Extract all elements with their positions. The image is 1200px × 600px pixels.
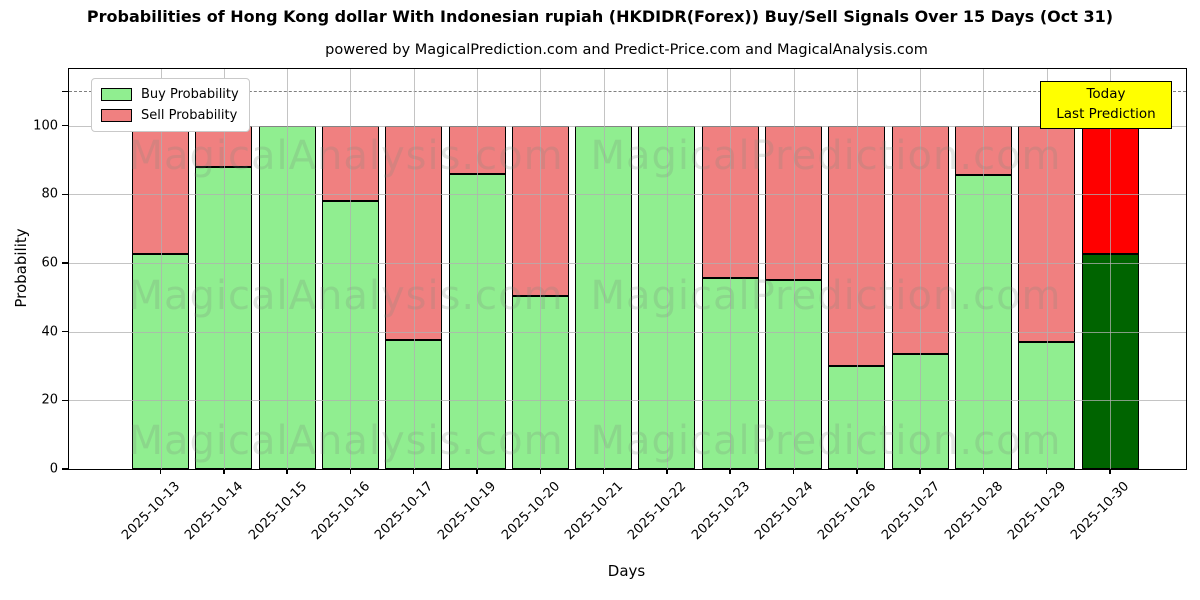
y-axis-tick — [62, 90, 69, 93]
x-axis-tick — [159, 469, 162, 474]
annotation-line-2: Last Prediction — [1056, 106, 1156, 123]
gridline-vertical — [287, 69, 289, 469]
y-tick-label: 80 — [41, 186, 58, 202]
gridline-vertical — [413, 69, 415, 469]
gridline-vertical — [160, 69, 162, 469]
x-tick-label: 2025-10-28 — [941, 479, 1007, 544]
x-axis-tick — [539, 469, 542, 474]
today-annotation: Today Last Prediction — [1040, 81, 1172, 129]
x-axis-tick — [286, 469, 288, 474]
y-axis-tick — [62, 330, 69, 333]
x-tick-label: 2025-10-30 — [1068, 479, 1133, 544]
y-axis-tick — [62, 468, 69, 470]
y-axis-tick — [62, 124, 69, 127]
x-tick-label: 2025-10-22 — [625, 479, 690, 544]
gridline-vertical — [1046, 69, 1048, 469]
buy-swatch-icon — [101, 88, 132, 101]
y-axis-tick — [62, 262, 69, 264]
legend-label-sell: Sell Probability — [141, 108, 238, 123]
gridline-vertical — [983, 69, 985, 469]
x-axis-label: Days — [607, 562, 646, 580]
x-tick-label: 2025-10-13 — [119, 479, 184, 544]
legend-item-sell: Sell Probability — [101, 105, 239, 126]
gridline-horizontal — [69, 400, 1186, 402]
legend-label-buy: Buy Probability — [141, 87, 239, 102]
sell-swatch-icon — [101, 109, 132, 122]
x-axis-tick — [476, 469, 478, 474]
x-axis-tick — [856, 469, 858, 474]
x-axis-tick — [982, 469, 985, 474]
x-tick-label: 2025-10-19 — [435, 479, 500, 544]
chart-title: Probabilities of Hong Kong dollar With I… — [86, 7, 1114, 26]
x-tick-label: 2025-10-14 — [182, 479, 247, 544]
gridline-vertical — [540, 69, 542, 469]
gridline-vertical — [477, 69, 478, 469]
gridline-horizontal — [69, 331, 1186, 333]
y-tick-label: 0 — [49, 461, 58, 477]
y-tick-label: 20 — [41, 392, 58, 408]
y-axis-tick — [62, 399, 69, 402]
gridline-vertical — [856, 69, 858, 469]
gridline-vertical — [350, 69, 352, 469]
x-tick-label: 2025-10-15 — [245, 479, 310, 544]
x-axis-tick — [349, 469, 352, 474]
chart-subtitle: powered by MagicalPrediction.com and Pre… — [325, 42, 928, 58]
annotation-line-1: Today — [1086, 86, 1126, 102]
y-tick-label: 100 — [33, 118, 58, 134]
gridline-horizontal — [69, 194, 1186, 196]
gridline-vertical — [666, 69, 668, 469]
x-tick-label: 2025-10-26 — [815, 479, 880, 544]
x-axis-tick — [729, 469, 731, 474]
x-tick-label: 2025-10-16 — [308, 479, 374, 544]
y-axis-tick — [62, 193, 69, 196]
y-tick-label: 40 — [41, 324, 58, 340]
x-tick-label: 2025-10-27 — [878, 479, 943, 544]
x-axis-tick — [602, 469, 605, 474]
x-axis-tick — [1045, 469, 1048, 474]
y-axis-label: Probability — [12, 228, 30, 308]
gridline-vertical — [1110, 69, 1111, 469]
x-axis-tick — [1109, 469, 1111, 474]
legend: Buy Probability Sell Probability — [91, 78, 250, 132]
x-axis-tick — [792, 469, 795, 474]
x-axis-tick — [666, 469, 668, 474]
gridline-vertical — [920, 69, 922, 469]
plot-area: Buy Probability Sell Probability Today L… — [33, 68, 1187, 543]
x-tick-label: 2025-10-17 — [372, 479, 437, 544]
gridline-vertical — [603, 69, 605, 469]
x-tick-label: 2025-10-29 — [1005, 479, 1070, 544]
legend-item-buy: Buy Probability — [101, 84, 239, 105]
x-tick-label: 2025-10-23 — [688, 479, 753, 544]
x-axis-tick — [223, 469, 225, 474]
gridline-horizontal — [69, 262, 1186, 264]
gridline-horizontal — [69, 125, 1186, 127]
gridline-vertical — [793, 69, 795, 469]
gridline-vertical — [223, 69, 225, 469]
x-axis-tick — [919, 469, 921, 474]
y-tick-label: 60 — [41, 255, 58, 271]
x-tick-label: 2025-10-24 — [752, 479, 817, 544]
x-tick-label: 2025-10-21 — [562, 479, 627, 544]
x-axis-tick — [412, 469, 415, 474]
gridline-vertical — [730, 69, 732, 469]
x-tick-label: 2025-10-20 — [498, 479, 563, 544]
threshold-dashed-line — [69, 91, 1186, 93]
